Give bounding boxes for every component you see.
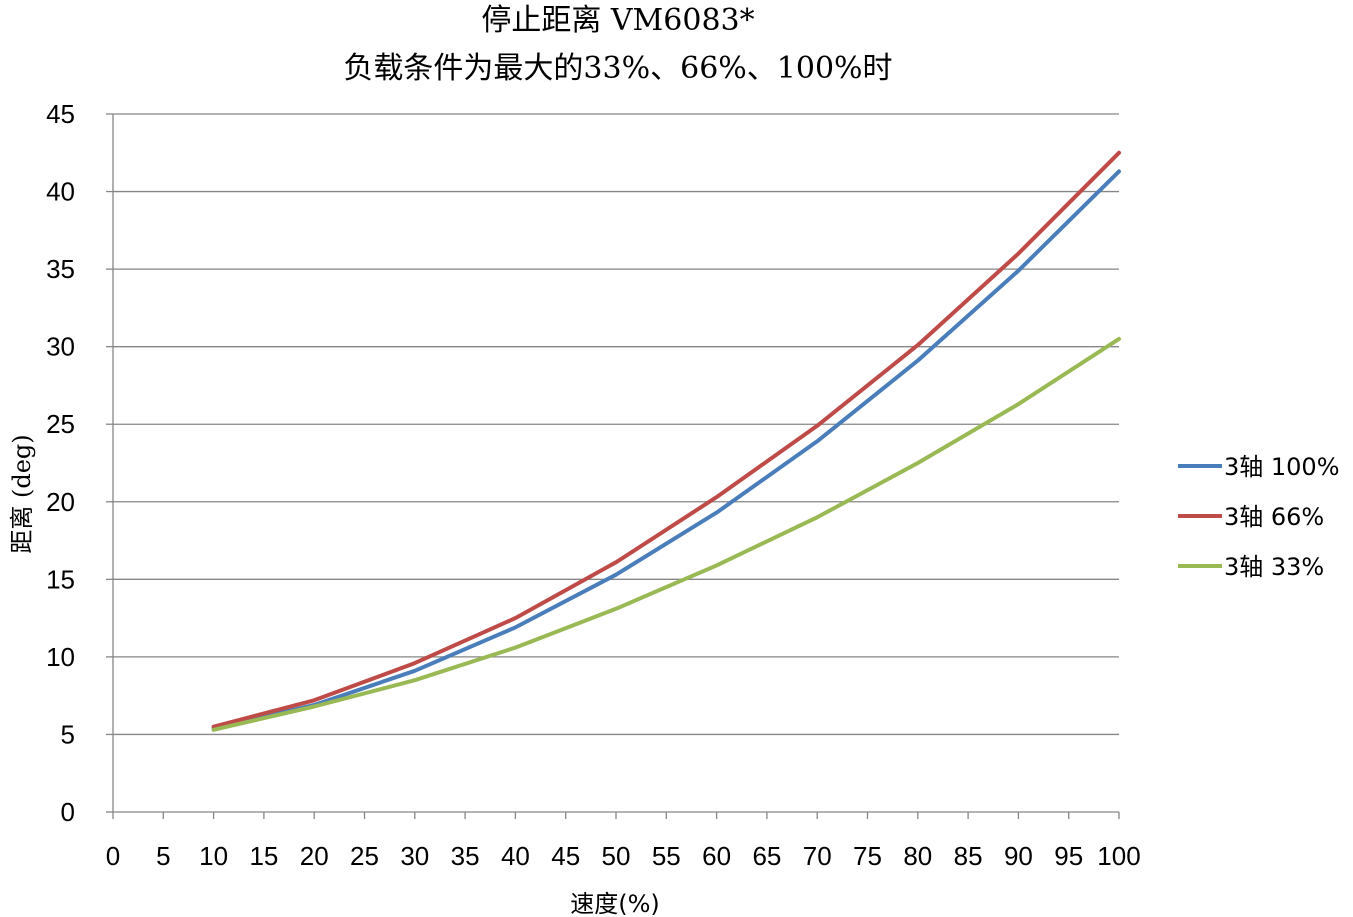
- chart-title: 停止距离 VM6083*: [481, 3, 754, 38]
- x-tick-label: 60: [702, 841, 731, 871]
- y-tick-label: 20: [46, 487, 75, 517]
- x-tick-label: 10: [199, 841, 228, 871]
- grid-lines: [113, 113, 1119, 736]
- y-tick-label: 5: [61, 719, 75, 749]
- series-line-2: [211, 150, 1121, 729]
- y-tick-label: 45: [46, 99, 75, 129]
- x-tick-label: 75: [853, 841, 882, 871]
- chart-subtitle: 负载条件为最大的33%、66%、100%时: [343, 51, 892, 86]
- x-tick-label: 50: [602, 841, 631, 871]
- legend-label-3: 3轴 33%: [1224, 553, 1324, 581]
- x-tick-label: 30: [400, 841, 429, 871]
- series-line-3: [211, 336, 1121, 732]
- y-tick-labels: 0 5 10 15 20 25 30 35 40 45: [46, 99, 75, 827]
- x-tick-label: 85: [954, 841, 983, 871]
- x-tick-label: 100: [1097, 841, 1140, 871]
- y-tick-label: 35: [46, 254, 75, 284]
- x-tick-label: 20: [300, 841, 329, 871]
- legend-label-2: 3轴 66%: [1224, 503, 1324, 531]
- series-lines: [211, 150, 1121, 732]
- x-tick-label: 65: [752, 841, 781, 871]
- x-tick-label: 95: [1054, 841, 1083, 871]
- x-tick-label: 0: [106, 841, 120, 871]
- y-tick-label: 10: [46, 642, 75, 672]
- x-tick-label: 90: [1004, 841, 1033, 871]
- y-tick-label: 25: [46, 409, 75, 439]
- y-tick-label: 0: [61, 797, 75, 827]
- x-tick-labels: 0 5 10 15 20 25 30 35 40 45 50 55 60 65 70 75 80 85 90 95 10…: [106, 841, 1141, 871]
- x-tick-label: 70: [803, 841, 832, 871]
- y-tick-label: 30: [46, 332, 75, 362]
- x-axis-label: 速度(%): [570, 890, 660, 917]
- series-line-1: [211, 169, 1121, 731]
- legend-label-1: 3轴 100%: [1224, 453, 1340, 481]
- y-tick-label: 40: [46, 177, 75, 207]
- legend: 3轴 100% 3轴 66% 3轴 33%: [1178, 453, 1340, 581]
- x-tick-label: 45: [551, 841, 580, 871]
- x-tick-label: 55: [652, 841, 681, 871]
- x-tick-label: 15: [249, 841, 278, 871]
- axes: [106, 113, 1120, 819]
- y-axis-label: 距离 (deg): [8, 434, 36, 553]
- x-tick-label: 5: [156, 841, 170, 871]
- x-tick-label: 80: [903, 841, 932, 871]
- y-tick-label: 15: [46, 564, 75, 594]
- x-tick-label: 40: [501, 841, 530, 871]
- x-tick-label: 25: [350, 841, 379, 871]
- x-tick-label: 35: [451, 841, 480, 871]
